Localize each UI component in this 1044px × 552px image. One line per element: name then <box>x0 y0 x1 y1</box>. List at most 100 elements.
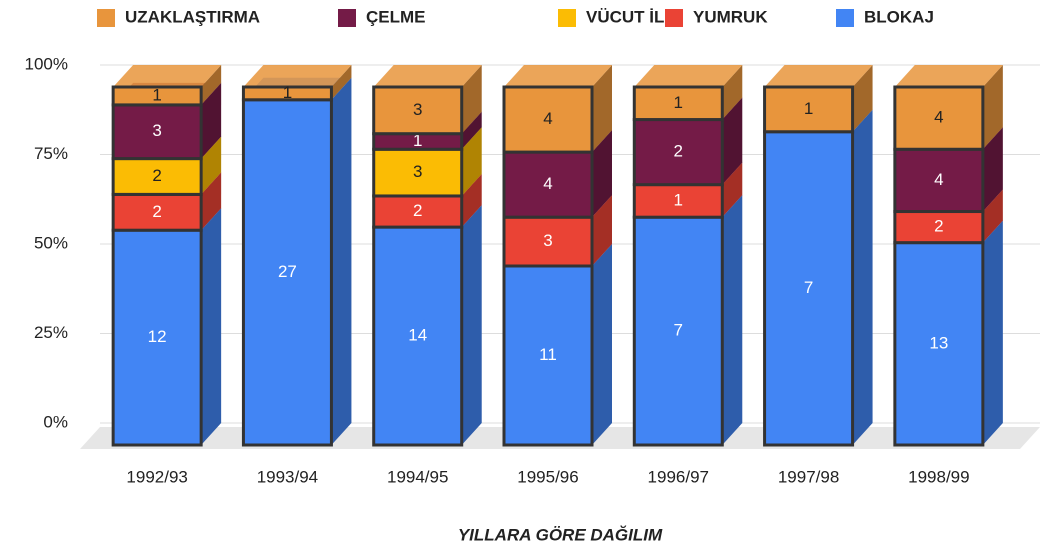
bar <box>502 150 594 219</box>
bar <box>763 130 855 447</box>
data-label: 4 <box>543 174 552 193</box>
bar-top <box>634 65 743 87</box>
data-label: 1 <box>283 83 292 102</box>
bar-side <box>592 65 612 153</box>
data-label: 7 <box>674 321 683 340</box>
bar-side <box>201 65 222 105</box>
bar <box>763 85 855 134</box>
bar-segment: 12 <box>111 208 222 447</box>
bar-side <box>461 205 482 445</box>
data-label: 4 <box>934 108 943 127</box>
bar <box>111 192 203 232</box>
bar-top <box>113 65 222 87</box>
data-label: 1 <box>152 85 161 104</box>
bar-top <box>894 65 1003 87</box>
bar <box>632 183 724 219</box>
bar-side <box>982 127 1003 212</box>
bar-side <box>461 65 482 134</box>
data-label: 3 <box>543 231 552 250</box>
bar <box>893 85 985 151</box>
bar-side <box>331 77 352 446</box>
x-tick-label: 1994/95 <box>387 467 448 486</box>
x-tick-label: 1992/93 <box>126 467 187 486</box>
legend-label: ÇELME <box>366 7 426 26</box>
bar-side <box>592 130 612 218</box>
data-label: 1 <box>674 190 683 209</box>
data-label: 2 <box>413 201 422 220</box>
data-label: 13 <box>929 333 948 352</box>
bar <box>241 85 333 102</box>
data-label: 1 <box>413 131 422 150</box>
bar-side <box>982 65 1003 150</box>
bar <box>372 147 464 198</box>
legend-swatch <box>338 9 356 27</box>
bar-segment: 11 <box>502 244 612 447</box>
bar-segment: 27 <box>241 77 352 447</box>
bar-side <box>201 136 222 195</box>
bar <box>111 85 203 107</box>
legend-label: VÜCUT İLE <box>586 7 676 26</box>
bar <box>372 225 464 447</box>
bar <box>632 85 724 122</box>
x-tick-label: 1996/97 <box>648 467 709 486</box>
bar <box>111 103 203 161</box>
bar-top <box>243 65 352 87</box>
data-label: 1 <box>674 93 683 112</box>
bar-side <box>461 111 482 150</box>
bar <box>241 98 333 447</box>
bar-side <box>722 162 743 218</box>
bar-side <box>982 189 1003 243</box>
legend-swatch <box>836 9 854 27</box>
x-tick-label: 1998/99 <box>908 467 969 486</box>
data-label: 4 <box>934 170 943 189</box>
bar-top <box>764 65 873 87</box>
legend-swatch <box>97 9 115 27</box>
bar <box>502 85 594 154</box>
bar-side <box>592 195 612 266</box>
legend-label: UZAKLAŞTIRMA <box>125 7 260 26</box>
bar-segment: 14 <box>372 205 482 447</box>
bar-side <box>201 208 222 445</box>
bar-side <box>461 127 482 196</box>
y-tick-label: 0% <box>43 412 68 431</box>
data-label: 2 <box>674 142 683 161</box>
bar-side <box>201 172 222 231</box>
bar <box>372 85 464 136</box>
data-label: 7 <box>804 278 813 297</box>
bar-segment: 1 <box>763 65 873 134</box>
bar-side <box>852 109 873 445</box>
y-tick-label: 100% <box>25 54 68 73</box>
data-label: 11 <box>539 345 557 364</box>
bar <box>111 228 203 447</box>
bar <box>111 157 203 196</box>
data-label: 3 <box>413 100 422 119</box>
bar-side <box>461 173 482 228</box>
bar-side <box>722 97 743 185</box>
data-label: 3 <box>413 162 422 181</box>
bar <box>502 215 594 268</box>
bar-side <box>592 244 612 445</box>
bar-segment: 7 <box>763 109 873 447</box>
data-label: 2 <box>152 166 161 185</box>
x-tick-label: 1993/94 <box>257 467 318 486</box>
bar-segment: 3 <box>372 65 482 136</box>
bar-top <box>504 65 612 87</box>
legend-swatch <box>665 9 683 27</box>
bar-segment: 1 <box>111 65 222 107</box>
legend-swatch <box>558 9 576 27</box>
x-axis-title: YILLARA GÖRE DAĞILIM <box>458 525 663 544</box>
bar-side <box>852 65 873 132</box>
bar-side <box>982 220 1003 445</box>
bar-side <box>722 195 743 445</box>
bar <box>632 118 724 187</box>
data-label: 2 <box>152 202 161 221</box>
y-tick-label: 50% <box>34 233 68 252</box>
legend-label: YUMRUK <box>693 7 768 26</box>
bar-segment: 13 <box>893 220 1003 447</box>
data-label: 3 <box>152 121 161 140</box>
bar-segment: 1 <box>241 65 352 102</box>
data-label: 1 <box>804 99 813 118</box>
bar-side <box>201 82 222 159</box>
data-label: 12 <box>148 327 167 346</box>
